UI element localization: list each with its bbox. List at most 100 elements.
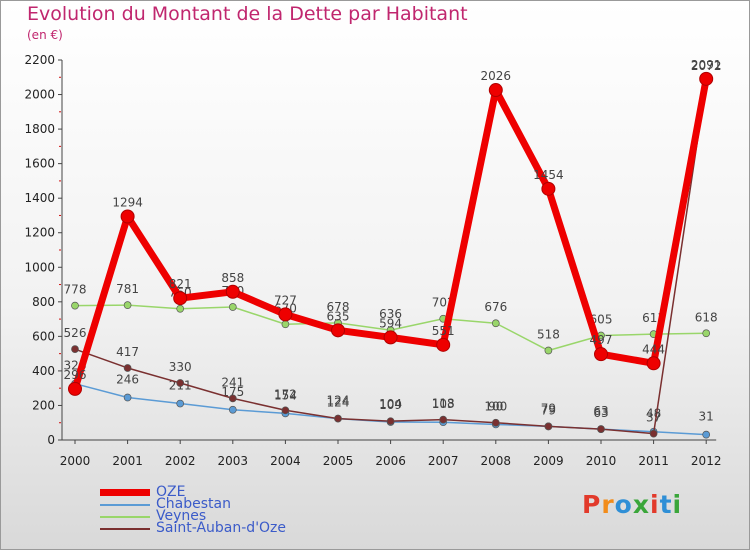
data-point [594, 347, 608, 362]
legend-swatch [100, 489, 150, 496]
x-tick-label: 2007 [428, 454, 459, 468]
data-point [176, 379, 185, 387]
data-label: 781 [116, 282, 139, 296]
data-label: 778 [64, 283, 87, 297]
chart-title: Evolution du Montant de la Dette par Hab… [27, 3, 468, 25]
x-tick-label: 2003 [218, 454, 249, 468]
y-tick-label: 200 [32, 398, 55, 412]
legend-swatch [100, 504, 150, 506]
data-label: 678 [327, 300, 350, 314]
legend-label: Veynes [156, 508, 207, 524]
data-point [176, 304, 185, 313]
data-point [439, 415, 448, 424]
data-label: 31 [699, 410, 714, 424]
data-label: 175 [221, 385, 244, 399]
data-label: 172 [274, 387, 297, 401]
data-point [173, 291, 188, 306]
data-point [702, 329, 711, 338]
x-tick-label: 2012 [691, 454, 722, 468]
data-label: 676 [484, 300, 507, 314]
data-point [228, 303, 237, 311]
data-point [176, 399, 185, 408]
data-point [228, 394, 237, 403]
y-tick-label: 1400 [24, 191, 55, 205]
data-point [123, 301, 132, 309]
y-tick-label: 800 [32, 295, 55, 309]
data-label: 2072 [691, 59, 722, 73]
data-point [123, 393, 132, 402]
data-label: 605 [590, 313, 613, 327]
legend-item: Chabestan [100, 496, 360, 512]
y-tick-label: 1800 [24, 122, 55, 136]
data-label: 858 [221, 271, 244, 285]
y-tick-label: 1200 [24, 226, 55, 240]
data-label: 417 [116, 345, 139, 359]
data-point [491, 319, 500, 328]
data-label: 526 [64, 326, 87, 340]
x-tick-label: 2004 [270, 454, 301, 468]
data-point [228, 405, 237, 414]
legend-item: OZE [100, 484, 360, 500]
logo-letter: o [614, 490, 633, 519]
logo-letter: i [672, 490, 683, 519]
data-point [646, 356, 661, 371]
x-tick-label: 2000 [60, 454, 91, 468]
data-label: 124 [327, 396, 350, 410]
y-tick-label: 400 [32, 364, 55, 378]
data-label: 727 [274, 293, 297, 307]
logo-letter: x [632, 490, 650, 519]
proxiti-logo: Proxiti [582, 490, 682, 519]
data-label: 551 [432, 324, 455, 338]
data-point [120, 209, 135, 224]
y-tick-label: 600 [32, 329, 55, 343]
legend-swatch [100, 516, 150, 518]
data-point [281, 406, 290, 415]
data-label: 63 [593, 406, 608, 420]
data-point [71, 301, 79, 310]
data-point [383, 330, 398, 345]
data-point [123, 364, 132, 372]
data-label: 618 [695, 310, 718, 324]
y-tick-label: 0 [47, 433, 55, 447]
x-tick-label: 2005 [323, 454, 354, 468]
data-point [544, 346, 553, 355]
data-label: 100 [484, 400, 507, 414]
data-label: 2026 [481, 69, 512, 83]
data-label: 594 [379, 316, 402, 330]
data-label: 636 [379, 307, 402, 321]
data-point [491, 418, 500, 427]
logo-letter: P [582, 490, 602, 519]
logo-letter: i [650, 490, 660, 519]
data-label: 330 [169, 360, 192, 374]
logo-letter: r [601, 490, 615, 519]
legend-label: Saint-Auban-d'Oze [156, 520, 287, 536]
y-tick-label: 2200 [24, 53, 55, 67]
data-label: 821 [169, 277, 192, 291]
data-point [334, 414, 342, 423]
data-point [278, 307, 293, 322]
data-label: 103 [432, 397, 455, 411]
data-label: 118 [432, 397, 455, 411]
legend-item: Veynes [100, 508, 360, 524]
data-point [488, 83, 503, 98]
data-point [699, 71, 714, 86]
data-point [597, 425, 605, 433]
x-tick-label: 2006 [375, 454, 406, 468]
x-tick-label: 2011 [638, 454, 669, 468]
y-tick-label: 1000 [24, 260, 55, 274]
data-label: 154 [274, 388, 297, 402]
chart-subtitle: (en €) [27, 28, 63, 42]
data-point [386, 417, 395, 426]
data-label: 63 [593, 404, 608, 418]
data-label: 104 [379, 397, 402, 411]
data-label: 2091 [691, 58, 722, 72]
data-label: 79 [541, 401, 556, 415]
data-label: 124 [327, 394, 350, 408]
data-label: 518 [537, 328, 560, 342]
data-label: 1294 [112, 195, 143, 209]
data-label: 241 [221, 375, 244, 389]
x-tick-label: 2008 [481, 454, 512, 468]
x-tick-label: 2009 [533, 454, 564, 468]
